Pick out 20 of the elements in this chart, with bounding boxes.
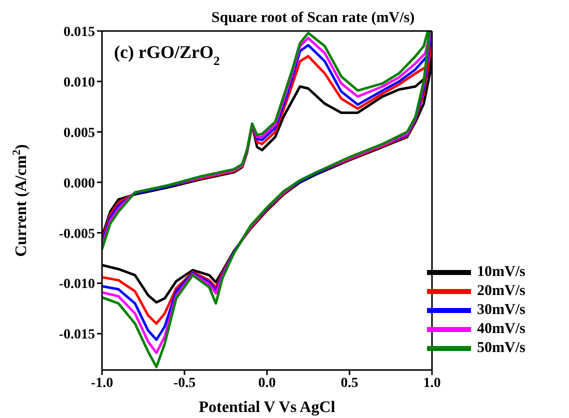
y-tick-label: 0.015 [64,24,95,40]
legend-label: 40mV/s [477,321,526,338]
x-axis-title: Potential V Vs AgCl [198,399,336,416]
legend-label: 30mV/s [477,302,526,319]
x-tick-label: -1.0 [90,376,114,391]
y-tick-label: 0.000 [64,176,95,192]
annotation: (c) rGO/ZrO$_{2}$ [114,42,220,68]
legend-label: 50mV/s [477,340,526,357]
y-tick-label: -0.010 [58,277,95,292]
legend-label: 10mV/s [477,264,526,281]
y-tick-label: 0.005 [64,126,95,141]
y-tick-label: -0.005 [58,226,95,242]
x-tick-label: 0.0 [258,376,276,391]
x-tick-label: -0.5 [173,376,196,391]
y-tick-label: -0.015 [58,328,95,343]
x-tick-label: 0.5 [340,376,358,391]
legend-label: 20mV/s [477,283,526,300]
chart-title: Square root of Scan rate (mV/s) [211,10,415,26]
y-tick-label: 0.010 [64,75,95,90]
x-tick-label: 1.0 [423,376,441,391]
